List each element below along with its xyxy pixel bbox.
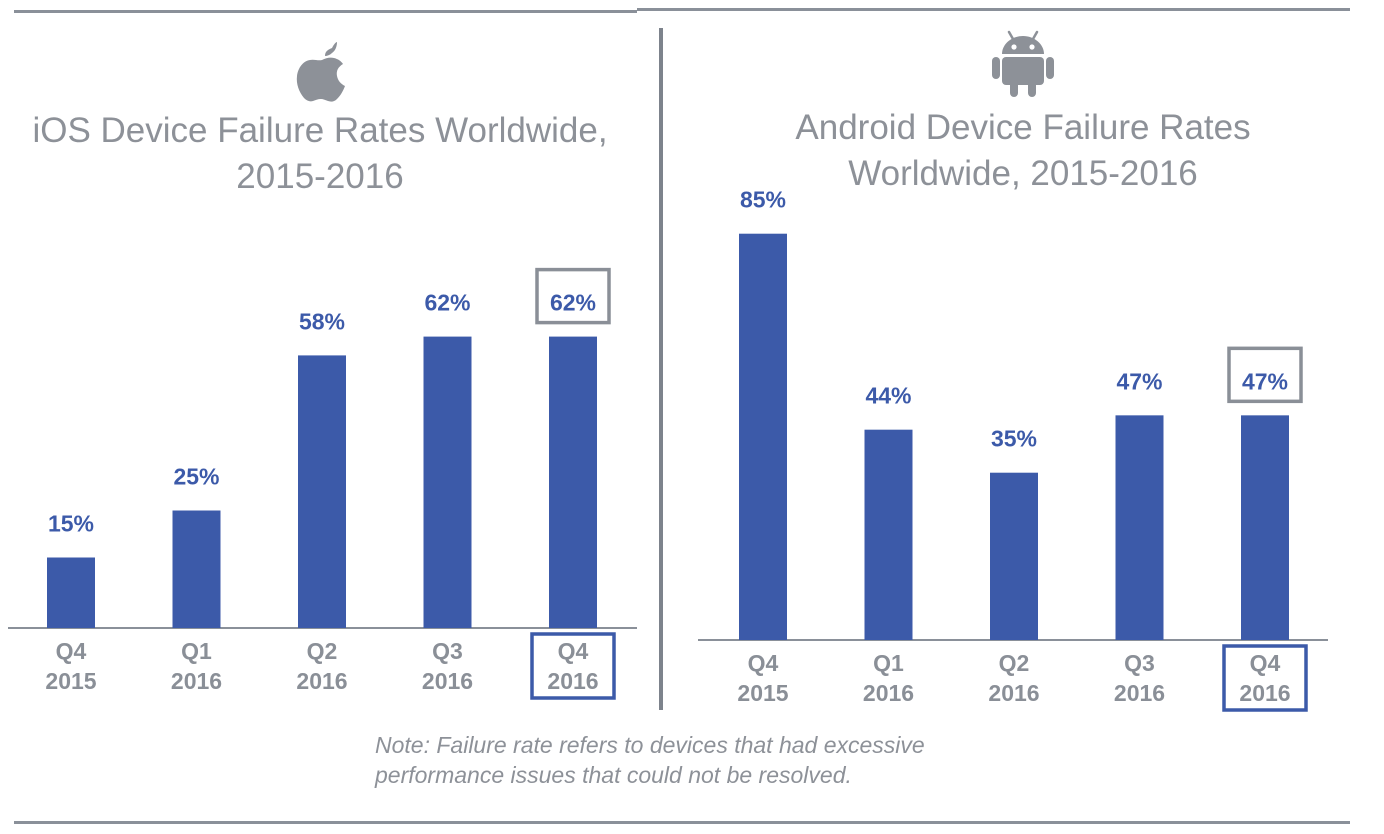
ios-tick-label-4-year: 2016 [422, 668, 473, 694]
ios-value-label-1: 15% [48, 511, 94, 537]
ios-tick-label-2-year: 2016 [171, 668, 222, 694]
ios-bar-3 [298, 355, 346, 628]
android-tick-label-3-quarter: Q2 [999, 650, 1030, 676]
android-chart-title: Android Device Failure Rates Worldwide, … [680, 105, 1366, 197]
apple-logo-icon [296, 42, 348, 107]
android-highlight-tick-box [1222, 644, 1308, 712]
android-tick-label-5-quarter: Q4 [1250, 650, 1281, 676]
ios-tick-label-1-year: 2015 [45, 668, 96, 694]
ios-bar-chart: 15% Q4 2015 25% Q1 2016 58% Q2 2016 62% Q3 2016 62% Q… [8, 267, 637, 700]
android-highlight-value-box [1227, 346, 1303, 404]
android-tick-label-4-quarter: Q3 [1124, 650, 1155, 676]
android-bar-1 [739, 233, 787, 640]
ios-tick-label-3-year: 2016 [296, 668, 347, 694]
ios-tick-label-4-quarter: Q3 [432, 638, 463, 664]
android-bar-3 [990, 472, 1038, 640]
panel-divider [659, 28, 663, 710]
ios-title-line-2: 2015-2016 [236, 157, 404, 196]
ios-bar-4 [423, 336, 472, 628]
ios-bar-1 [47, 557, 95, 628]
android-value-label-5: 47% [1242, 368, 1288, 394]
ios-value-label-4: 62% [424, 290, 470, 316]
android-title-line-1: Android Device Failure Rates [795, 108, 1251, 147]
android-title-line-2: Worldwide, 2015-2016 [848, 154, 1198, 193]
ios-tick-label-5-year: 2016 [547, 668, 598, 694]
android-value-label-3: 35% [991, 426, 1037, 452]
android-bar-5 [1241, 415, 1289, 640]
android-tick-label-4-year: 2016 [1114, 680, 1165, 706]
ios-highlight-value-box [535, 267, 611, 325]
android-tick-label-2-quarter: Q1 [873, 650, 904, 676]
top-rule-right [637, 8, 1350, 11]
bottom-rule [14, 821, 1350, 824]
ios-value-label-5: 62% [550, 290, 596, 316]
android-tick-label-3-year: 2016 [988, 680, 1039, 706]
ios-tick-label-5-quarter: Q4 [558, 638, 589, 664]
android-bar-4 [1115, 415, 1164, 640]
android-tick-label-1-year: 2015 [737, 680, 788, 706]
ios-tick-label-3-quarter: Q2 [307, 638, 338, 664]
ios-tick-label-1-quarter: Q4 [56, 638, 87, 664]
ios-value-label-3: 58% [299, 308, 345, 334]
ios-bar-5 [549, 336, 597, 628]
android-value-label-2: 44% [865, 383, 911, 409]
ios-bar-2 [172, 510, 221, 628]
android-tick-label-1-quarter: Q4 [748, 650, 779, 676]
android-tick-label-2-year: 2016 [863, 680, 914, 706]
top-rule-left [14, 10, 637, 13]
android-tick-label-5-year: 2016 [1239, 680, 1290, 706]
android-value-label-4: 47% [1116, 368, 1162, 394]
ios-title-line-1: iOS Device Failure Rates Worldwide, [32, 111, 608, 150]
ios-tick-label-2-quarter: Q1 [181, 638, 212, 664]
android-robot-icon [992, 30, 1054, 103]
android-value-label-1: 85% [740, 187, 786, 213]
android-bar-2 [864, 429, 913, 640]
android-bar-chart: 85% Q4 2015 44% Q1 2016 35% Q2 2016 47% Q3 2016 47% Q… [698, 187, 1328, 712]
footnote: Note: Failure rate refers to devices tha… [375, 732, 925, 788]
ios-highlight-tick-box [530, 632, 616, 700]
ios-chart-title: iOS Device Failure Rates Worldwide, 2015… [0, 108, 640, 200]
ios-value-label-2: 25% [173, 464, 219, 490]
